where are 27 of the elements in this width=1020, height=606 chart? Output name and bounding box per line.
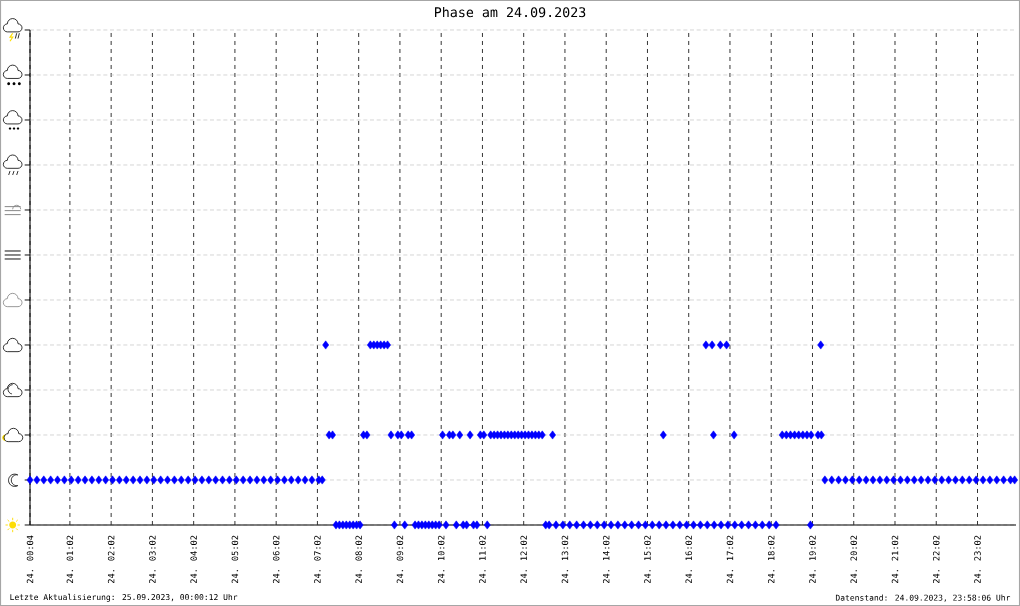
x-tick-label: 24. 04:02: [190, 535, 197, 584]
x-tick-label: 24. 22:02: [932, 535, 940, 584]
x-tick-label: 24. 05:02: [231, 535, 239, 584]
x-tick-label: 24. 00:04: [26, 535, 34, 584]
text: Datenstand: 24.09.2023, 23:58:06 Uhr: [835, 594, 1011, 602]
chart-title: Phase am 24.09.2023: [435, 6, 586, 18]
x-tick-label: 24. 02:02: [107, 535, 115, 584]
x-tick-label: 24. 20:02: [850, 535, 858, 584]
x-tick-label: 24. 09:02: [396, 535, 404, 584]
x-tick-label: 24. 14:02: [602, 535, 610, 584]
x-tick-label: 24. 03:02: [149, 535, 156, 584]
x-tick-label: 24. 06:02: [272, 535, 280, 584]
x-tick-label: 24. 18:02: [767, 535, 775, 584]
x-tick-label: 24. 16:02: [685, 535, 692, 584]
x-tick-label: 24. 19:02: [809, 535, 816, 584]
x-tick-label: 24. 17:02: [726, 535, 734, 584]
x-tick-label: 24. 07:02: [314, 535, 321, 584]
x-tick-label: 24. 15:02: [644, 535, 651, 584]
x-tick-label: 24. 13:02: [561, 535, 569, 584]
text: Letzte Aktualisierung: 25.09.2023, 00:00:12 Uhr: [10, 593, 238, 602]
x-tick-label: 24. 23:02: [974, 535, 981, 584]
x-tick-label: 24. 12:02: [520, 535, 527, 584]
x-tick-label: 24. 21:02: [891, 535, 899, 584]
x-tick-label: 24. 10:02: [437, 535, 445, 584]
x-tick-label: 24. 01:02: [66, 535, 74, 584]
x-tick-label: 24. 11:02: [479, 535, 486, 584]
x-tick-label: 24. 08:02: [355, 535, 362, 584]
